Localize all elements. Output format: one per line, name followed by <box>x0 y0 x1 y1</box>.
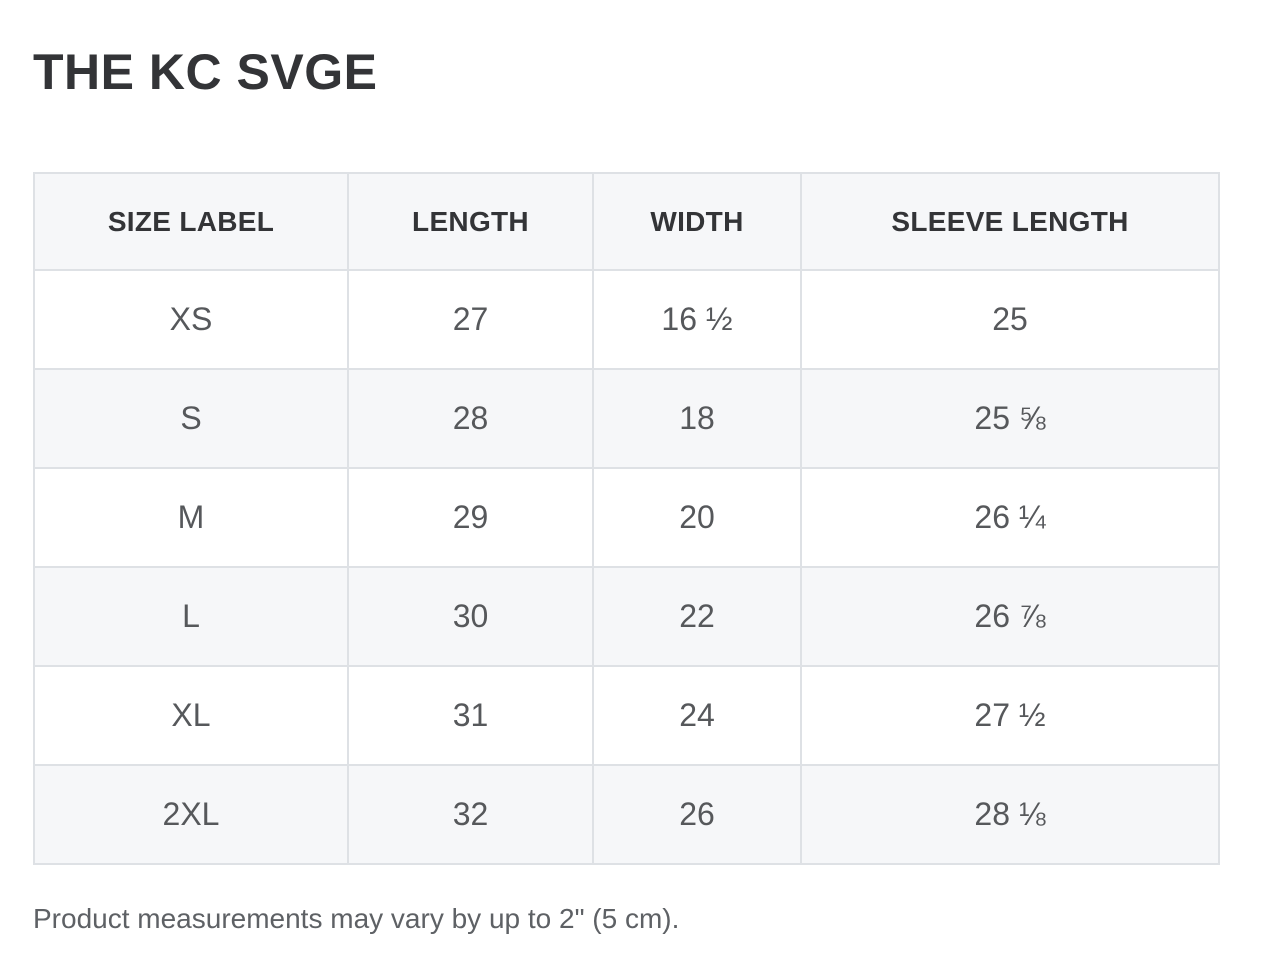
measurement-disclaimer: Product measurements may vary by up to 2… <box>33 903 680 934</box>
size-chart-body: XS 27 16 ½ 25 S 28 18 25 ⅝ M 29 20 26 ¼ … <box>33 269 1220 865</box>
sleeve-length-cell: 25 ⅝ <box>800 368 1220 469</box>
length-cell: 27 <box>347 269 594 370</box>
column-header-width: WIDTH <box>592 172 802 271</box>
size-label-cell: XS <box>33 269 349 370</box>
table-row: L 30 22 26 ⅞ <box>33 566 1220 667</box>
width-cell: 26 <box>592 764 802 865</box>
sleeve-length-cell: 27 ½ <box>800 665 1220 766</box>
column-header-length: LENGTH <box>347 172 594 271</box>
header-row: SIZE LABEL LENGTH WIDTH SLEEVE LENGTH <box>33 172 1220 271</box>
width-cell: 16 ½ <box>592 269 802 370</box>
size-chart-header: SIZE LABEL LENGTH WIDTH SLEEVE LENGTH <box>33 172 1220 271</box>
length-cell: 28 <box>347 368 594 469</box>
length-cell: 30 <box>347 566 594 667</box>
size-label-cell: S <box>33 368 349 469</box>
column-header-size-label: SIZE LABEL <box>33 172 349 271</box>
length-cell: 31 <box>347 665 594 766</box>
size-chart-table: SIZE LABEL LENGTH WIDTH SLEEVE LENGTH XS… <box>33 172 1220 865</box>
width-cell: 22 <box>592 566 802 667</box>
sleeve-length-cell: 26 ⅞ <box>800 566 1220 667</box>
width-cell: 24 <box>592 665 802 766</box>
table-row: XS 27 16 ½ 25 <box>33 269 1220 370</box>
sleeve-length-cell: 25 <box>800 269 1220 370</box>
width-cell: 20 <box>592 467 802 568</box>
table-row: 2XL 32 26 28 ⅛ <box>33 764 1220 865</box>
table-row: M 29 20 26 ¼ <box>33 467 1220 568</box>
table-row: XL 31 24 27 ½ <box>33 665 1220 766</box>
length-cell: 32 <box>347 764 594 865</box>
size-label-cell: 2XL <box>33 764 349 865</box>
page-title: THE KC SVGE <box>33 44 378 100</box>
sleeve-length-cell: 26 ¼ <box>800 467 1220 568</box>
table-row: S 28 18 25 ⅝ <box>33 368 1220 469</box>
sleeve-length-cell: 28 ⅛ <box>800 764 1220 865</box>
size-label-cell: XL <box>33 665 349 766</box>
length-cell: 29 <box>347 467 594 568</box>
size-label-cell: M <box>33 467 349 568</box>
width-cell: 18 <box>592 368 802 469</box>
column-header-sleeve-length: SLEEVE LENGTH <box>800 172 1220 271</box>
size-label-cell: L <box>33 566 349 667</box>
